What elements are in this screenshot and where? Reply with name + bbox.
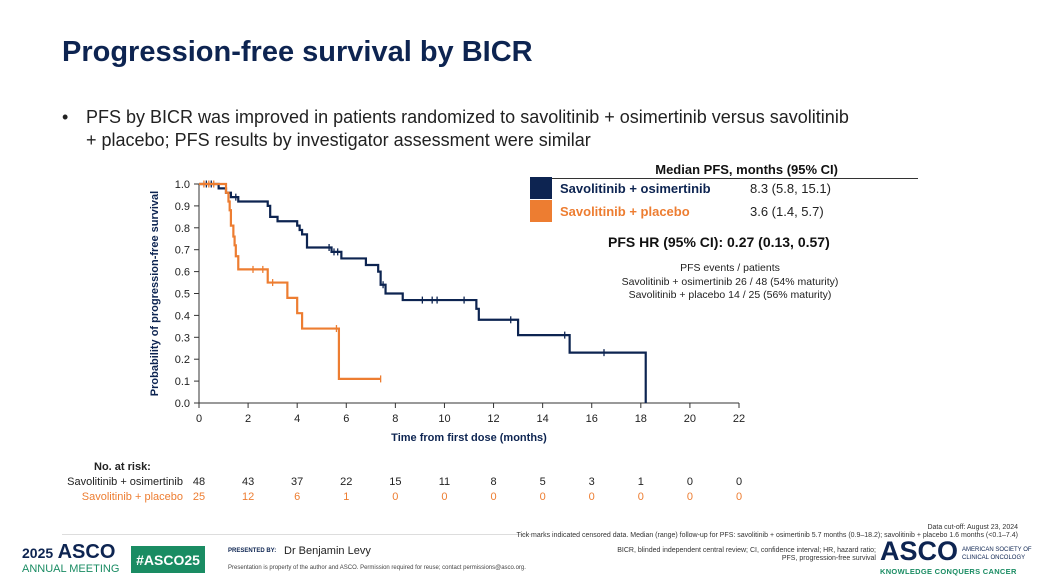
x-tick-label: 14 bbox=[537, 413, 549, 425]
y-tick-label: 0.7 bbox=[175, 245, 190, 257]
x-tick-label: 0 bbox=[196, 413, 202, 425]
risk-count: 48 bbox=[192, 476, 206, 488]
legend-label: Savolitinib + placebo bbox=[560, 203, 690, 219]
x-tick-label: 6 bbox=[343, 413, 349, 425]
y-tick-label: 0.9 bbox=[175, 201, 190, 213]
meeting-logo: 2025 ASCO bbox=[22, 541, 116, 563]
presented-by-label: PRESENTED BY: bbox=[228, 548, 277, 554]
y-axis-label: Probability of progression-free survival bbox=[149, 191, 161, 396]
risk-row-label: Savolitinib + osimertinib bbox=[67, 476, 183, 488]
x-tick-label: 22 bbox=[733, 413, 745, 425]
risk-count: 6 bbox=[294, 491, 301, 503]
risk-count: 0 bbox=[588, 491, 595, 503]
risk-count: 0 bbox=[392, 491, 399, 503]
y-tick-label: 0.2 bbox=[175, 354, 190, 366]
asco-logo: ASCO bbox=[880, 536, 959, 566]
asco-name: AMERICAN SOCIETY OF bbox=[962, 547, 1032, 553]
x-tick-label: 18 bbox=[635, 413, 647, 425]
data-cutoff: Data cut-off: August 23, 2024 bbox=[927, 524, 1018, 531]
risk-count: 0 bbox=[539, 491, 546, 503]
risk-count: 0 bbox=[735, 476, 743, 488]
events-line: Savolitinib + placebo 14 / 25 (56% matur… bbox=[628, 289, 832, 301]
risk-count: 43 bbox=[241, 476, 255, 488]
asco-name: CLINICAL ONCOLOGY bbox=[962, 555, 1026, 561]
x-tick-label: 16 bbox=[586, 413, 598, 425]
hazard-ratio: PFS HR (95% CI): 0.27 (0.13, 0.57) bbox=[608, 234, 830, 250]
x-tick-label: 4 bbox=[294, 413, 300, 425]
risk-count: 1 bbox=[343, 491, 350, 503]
risk-count: 25 bbox=[192, 491, 206, 503]
legend-osimertinib: Savolitinib + osimertinib 8.3 (5.8, 15.1) bbox=[530, 177, 918, 199]
y-tick-label: 1.0 bbox=[175, 179, 190, 191]
risk-title: No. at risk: bbox=[94, 461, 151, 473]
page-title: Progression-free survival by BICR bbox=[62, 36, 533, 68]
property-notice: Presentation is property of the author a… bbox=[228, 565, 526, 571]
y-tick-label: 0.8 bbox=[175, 223, 190, 235]
bullet-text: PFS by BICR was improved in patients ran… bbox=[86, 107, 849, 150]
risk-count: 5 bbox=[539, 476, 546, 488]
median-value: 8.3 (5.8, 15.1) bbox=[750, 180, 831, 196]
legend-swatch bbox=[530, 177, 552, 199]
y-tick-label: 0.1 bbox=[175, 376, 190, 388]
y-tick-label: 0.0 bbox=[175, 398, 190, 410]
risk-count: 8 bbox=[490, 476, 497, 488]
events-title: PFS events / patients bbox=[680, 262, 780, 274]
risk-count: 0 bbox=[441, 491, 448, 503]
risk-count: 0 bbox=[490, 491, 497, 503]
x-tick-label: 12 bbox=[487, 413, 499, 425]
bullet-point: • PFS by BICR was improved in patients ra… bbox=[62, 106, 862, 152]
x-tick-label: 8 bbox=[392, 413, 398, 425]
legend-label: Savolitinib + osimertinib bbox=[560, 180, 711, 196]
events-line: Savolitinib + osimertinib 26 / 48 (54% m… bbox=[621, 276, 839, 288]
risk-count: 15 bbox=[389, 476, 402, 488]
km-curve-placebo bbox=[199, 182, 381, 381]
risk-count: 3 bbox=[588, 476, 595, 488]
hashtag-badge: #ASCO25 bbox=[131, 546, 205, 573]
median-pfs-title: Median PFS, months (95% CI) bbox=[655, 162, 838, 177]
asco-tagline: KNOWLEDGE CONQUERS CANCER bbox=[880, 567, 1017, 576]
x-tick-label: 10 bbox=[438, 413, 450, 425]
risk-count: 37 bbox=[291, 476, 304, 488]
risk-count: 12 bbox=[241, 491, 255, 503]
risk-count: 0 bbox=[637, 491, 644, 503]
x-axis-label: Time from first dose (months) bbox=[391, 432, 547, 444]
legend-placebo: Savolitinib + placebo 3.6 (1.4, 5.7) bbox=[530, 200, 918, 222]
risk-count: 1 bbox=[637, 476, 644, 488]
x-tick-label: 20 bbox=[684, 413, 696, 425]
km-curve-osimertinib bbox=[199, 182, 647, 403]
risk-count: 0 bbox=[686, 476, 693, 488]
presenter: Dr Benjamin Levy bbox=[284, 545, 371, 557]
risk-row-label: Savolitinib + placebo bbox=[81, 491, 183, 503]
divider bbox=[530, 178, 918, 179]
risk-count: 0 bbox=[735, 491, 743, 503]
median-value: 3.6 (1.4, 5.7) bbox=[750, 203, 824, 219]
risk-count: 22 bbox=[340, 476, 353, 488]
bullet-marker: • bbox=[62, 107, 69, 127]
footnote: Tick marks indicated censored data. Medi… bbox=[516, 532, 1018, 539]
y-tick-label: 0.6 bbox=[175, 267, 190, 279]
abbreviations: PFS, progression-free survival bbox=[781, 555, 876, 562]
abbreviations: BICR, blinded independent central review… bbox=[617, 547, 876, 554]
risk-count: 0 bbox=[686, 491, 693, 503]
legend-swatch bbox=[530, 200, 552, 222]
risk-count: 11 bbox=[438, 476, 451, 488]
y-tick-label: 0.4 bbox=[175, 310, 190, 322]
divider bbox=[62, 534, 532, 535]
y-tick-label: 0.3 bbox=[175, 332, 190, 344]
x-tick-label: 2 bbox=[245, 413, 251, 425]
y-tick-label: 0.5 bbox=[175, 289, 190, 301]
meeting-subtitle: ANNUAL MEETING bbox=[22, 563, 120, 575]
